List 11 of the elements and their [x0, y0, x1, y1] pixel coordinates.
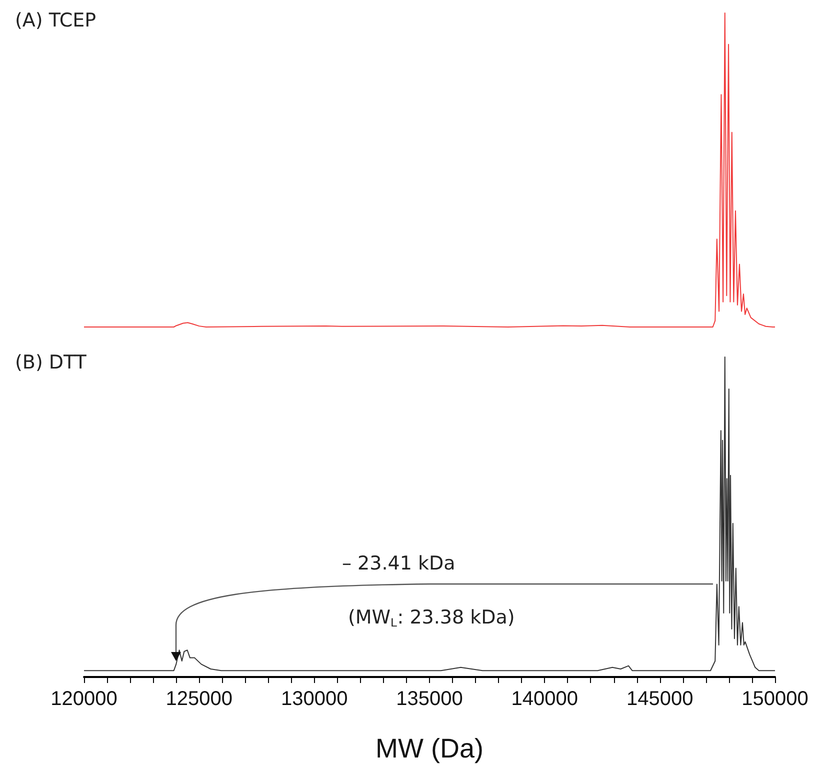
- x-tick-label: 135000: [396, 688, 463, 710]
- chart-title: (A) TCEP: [15, 10, 96, 32]
- x-tick-label: 125000: [166, 688, 233, 710]
- annotation: – 23.41 kDa: [342, 552, 456, 574]
- x-tick-label: 120000: [50, 688, 118, 710]
- x-tick-label: 145000: [626, 688, 694, 710]
- x-tick-label: 130000: [280, 688, 348, 710]
- chart-title: (B) DTT: [15, 352, 87, 374]
- x-tick-label: 150000: [742, 688, 808, 710]
- x-tick-label: 140000: [511, 688, 578, 710]
- x-axis-title: MW (Da): [376, 734, 484, 764]
